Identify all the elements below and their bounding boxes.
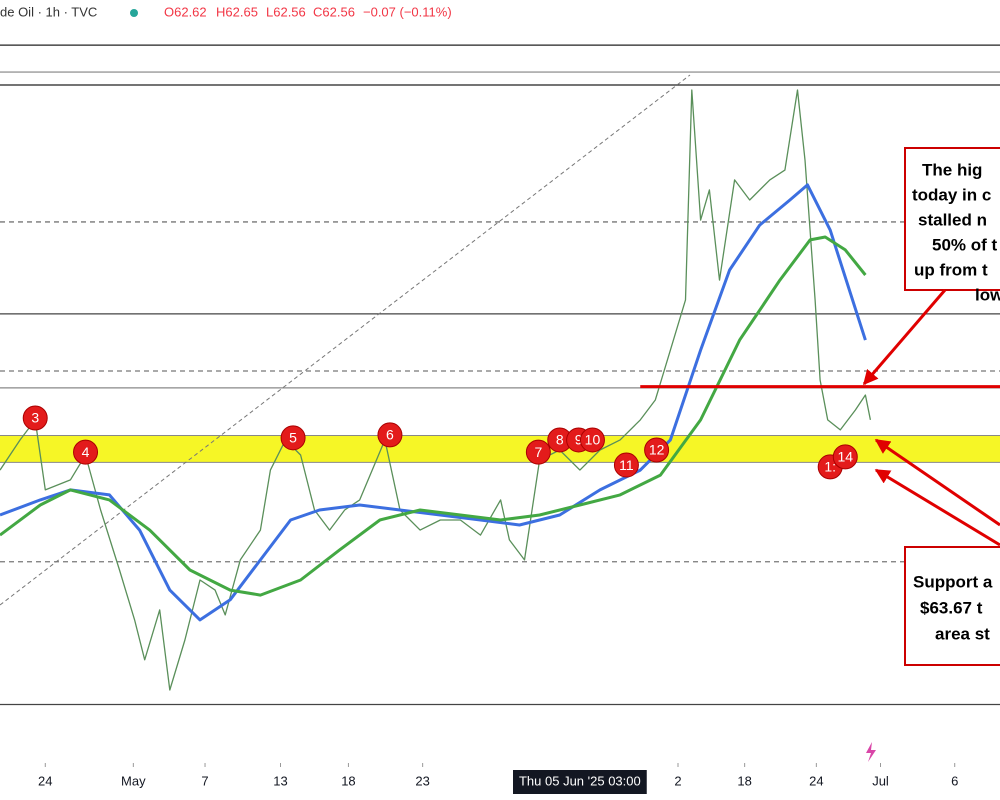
marker-label: 12 [649,442,665,458]
x-tick-label: Jul [872,773,889,788]
x-tick-label: 24 [38,773,52,788]
lightning-icon [866,742,876,762]
close: C62.56 [313,4,355,19]
status-dot [130,9,138,17]
plot: 3 4 5 6 78 9 10 11 12 1:14 [0,89,1000,691]
marker-label: 11 [619,457,634,473]
crosshair-label-box [512,770,647,794]
annotation-text: $63.67 t [920,598,983,617]
number-marker [579,427,605,453]
x-tick-label: 6 [951,773,958,788]
x-tick-label: 7 [201,773,208,788]
marker-label: 3 [31,410,39,426]
annotation-box [904,546,1000,666]
annotation-text: up from t [914,260,988,279]
number-marker [73,439,99,465]
number-marker [22,405,48,431]
number-marker [280,425,306,451]
high: H62.65 [216,4,258,19]
x-tick-label: 18 [737,773,751,788]
crosshair-label: Thu 05 Jun '25 03:00 [519,773,641,788]
x-axis: 24 May 7 13 18 23 2 18 24 Jul 6 Thu 05 Jun '25 03:0… [0,763,1000,800]
annotation-text: today in c [912,185,991,204]
marker-label: 6 [386,427,394,443]
open: O62.62 [164,4,207,19]
low: L62.56 [266,4,306,19]
marker-label: 5 [289,430,297,446]
x-tick-label: 2 [674,773,681,788]
number-marker [525,439,551,465]
x-tick-label: 13 [273,773,287,788]
marker-label: 8 [556,432,564,448]
number-marker [644,437,670,463]
marker-label: 10 [585,432,601,448]
axis-background [0,763,1000,800]
marker-label: 1: [824,459,836,475]
symbol: de Oil · 1h · TVC [0,4,97,19]
annotation-text: Support a [913,572,993,591]
change: −0.07 (−0.11%) [363,4,452,19]
annotation-text: area st [935,624,990,643]
annotation-text: low [975,285,1000,304]
annotation-text: 50% of t [932,235,998,254]
plot-background [0,44,1000,706]
x-tick-label: 18 [341,773,355,788]
series-line [0,235,867,597]
marker-label: 7 [534,444,542,460]
annotation-box [904,147,1000,291]
marker-label: 9 [575,432,583,448]
marker-label: 4 [82,444,90,460]
annotation-top: The hig today in c stalled n 50% of t up… [904,147,1000,304]
x-tick-label: May [121,773,146,788]
series-line [0,183,867,622]
series-line [0,89,872,691]
header-bar [0,0,1000,26]
x-tick-label: 24 [809,773,823,788]
number-marker [377,422,403,448]
trend-line [0,74,691,606]
number-marker [613,452,639,478]
number-marker [832,444,858,470]
arrow [874,468,1000,547]
x-tick-label: 23 [415,773,429,788]
marker-label: 14 [837,449,853,465]
annotation-text: stalled n [918,210,987,229]
arrow [874,438,1000,527]
annotation-bottom: Support a $63.67 t area st [904,546,1000,666]
annotation-text: The hig [922,160,982,179]
arrow [862,289,947,386]
